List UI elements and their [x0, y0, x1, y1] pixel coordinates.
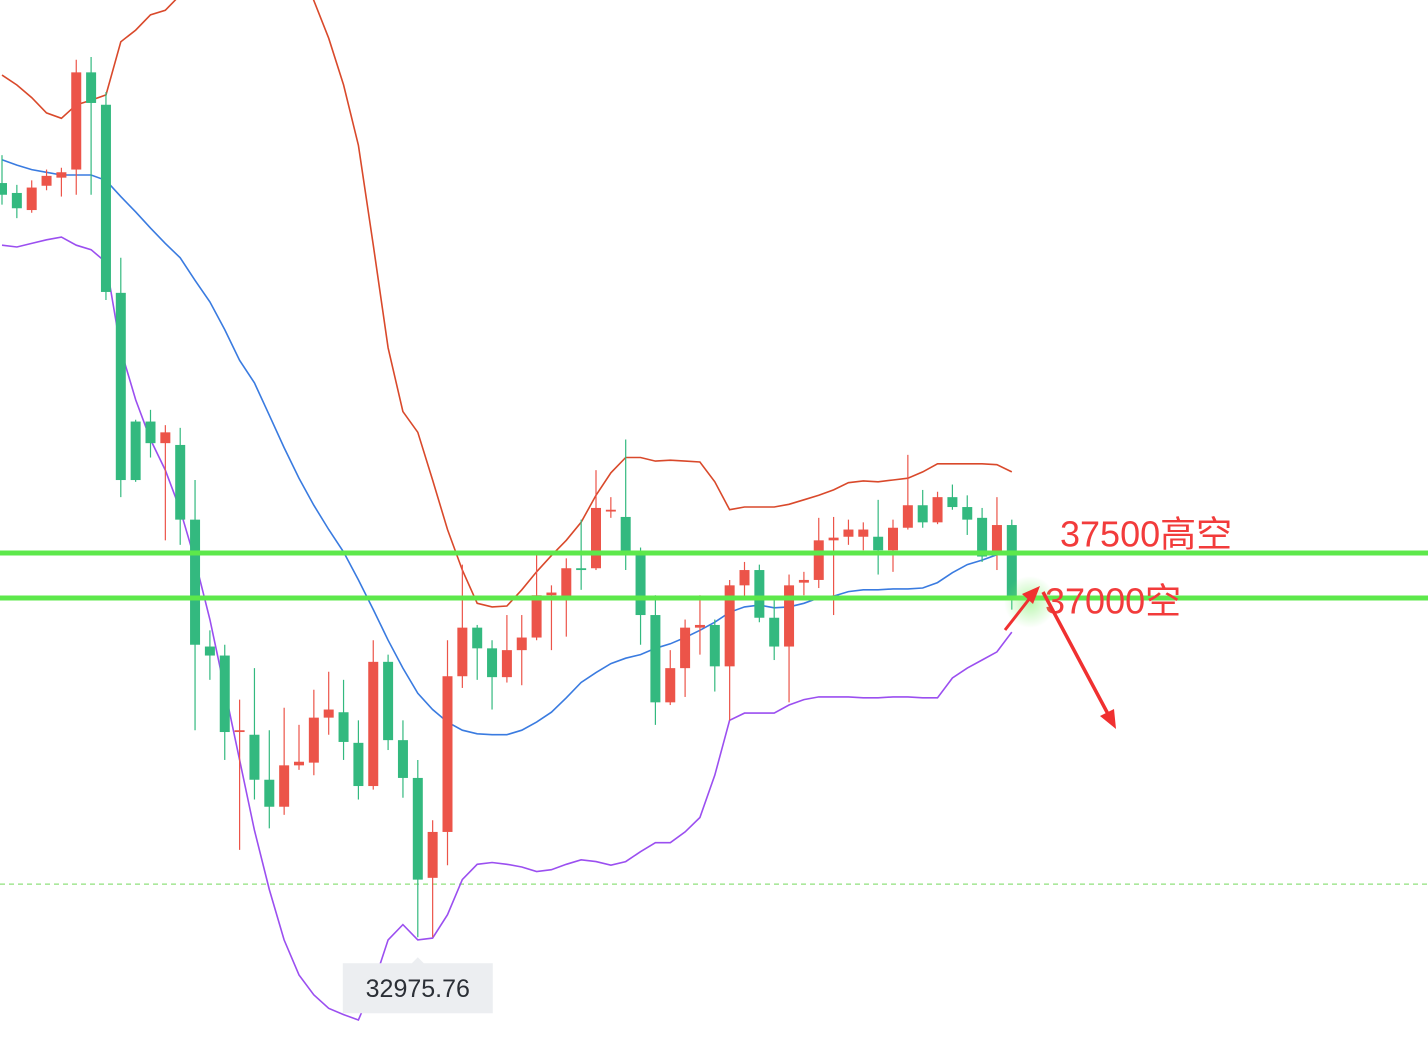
candle-body: [991, 525, 1002, 555]
candle-body: [843, 529, 854, 537]
candle-body: [368, 661, 379, 787]
candle-body: [888, 527, 898, 551]
arrow-head: [1100, 709, 1116, 729]
candle-body: [932, 497, 943, 523]
arrow-down: [1041, 591, 1110, 715]
candles-layer: [0, 57, 1017, 938]
candle-body: [130, 421, 141, 481]
band-line: [1, 158, 1012, 736]
candle-body: [873, 536, 884, 551]
candle-body: [546, 592, 557, 596]
candle-body: [798, 579, 809, 583]
candle-body: [947, 497, 958, 508]
candle-body: [576, 568, 587, 571]
candle-body: [769, 617, 780, 647]
candle-body: [620, 516, 631, 555]
candle-body: [294, 761, 304, 766]
candle-body: [635, 554, 646, 616]
candle-body: [338, 712, 349, 742]
candle-body: [977, 517, 988, 557]
candle-body: [709, 624, 720, 667]
candle-body: [115, 292, 126, 481]
tooltip-box: [342, 957, 493, 1014]
candle-body: [264, 779, 275, 807]
candle-body: [353, 742, 364, 787]
candle-body: [694, 624, 705, 628]
candle-body: [917, 505, 928, 523]
candle-body: [472, 627, 483, 649]
candle-body: [754, 570, 765, 618]
candle-body: [383, 661, 394, 741]
candle-body: [487, 648, 498, 678]
candle-body: [724, 585, 735, 667]
candle-body: [412, 777, 423, 880]
candle-body: [279, 765, 290, 807]
candle-body: [190, 519, 201, 645]
candle-body: [308, 717, 319, 763]
level-label: 37500高空: [1060, 513, 1232, 554]
candle-body: [650, 615, 661, 703]
candle-body: [828, 537, 839, 541]
candle-body: [160, 432, 171, 444]
candle-body: [501, 650, 512, 678]
candle-body: [813, 540, 824, 580]
candle-body: [1006, 525, 1017, 598]
band-line: [1, 0, 1013, 608]
candle-body: [962, 507, 973, 520]
candle-body: [561, 568, 572, 600]
candle-body: [56, 172, 67, 178]
candle-body: [739, 570, 750, 586]
candle-body: [591, 507, 601, 569]
candle-body: [858, 529, 869, 537]
candle-body: [516, 637, 527, 651]
bands-layer: [1, 0, 1013, 1022]
candle-body: [71, 72, 82, 170]
candle-body: [531, 595, 542, 638]
levels-layer: 37500高空 37000空: [0, 513, 1428, 621]
candle-body: [442, 676, 453, 832]
candle-body: [204, 646, 215, 656]
annotation-layer: 32975.76: [342, 957, 493, 1014]
candle-body: [323, 709, 334, 718]
candle-body: [219, 655, 230, 733]
candle-body: [41, 175, 52, 186]
band-line: [1, 236, 1013, 1022]
level-label: 37000空: [1045, 580, 1181, 621]
arrows: [1003, 576, 1116, 729]
candle-body: [145, 421, 156, 444]
candle-body: [11, 192, 22, 209]
candle-body: [100, 104, 111, 292]
candle-body: [902, 505, 913, 528]
candle-body: [457, 627, 468, 677]
candle-body: [680, 627, 691, 669]
arrow-head: [1022, 586, 1040, 604]
candle-body: [605, 509, 616, 512]
candle-body: [427, 831, 438, 878]
candle-body: [665, 668, 676, 703]
arrow-up: [1003, 597, 1032, 631]
candle-body: [234, 730, 245, 733]
candle-body: [784, 585, 795, 647]
candle-body: [175, 444, 186, 520]
low-marker-label: 32975.76: [366, 975, 470, 1003]
candle-body: [86, 72, 97, 103]
candle-body: [0, 183, 7, 195]
candle-body: [249, 734, 260, 780]
candle-body: [397, 740, 408, 778]
candle-body: [26, 187, 37, 211]
